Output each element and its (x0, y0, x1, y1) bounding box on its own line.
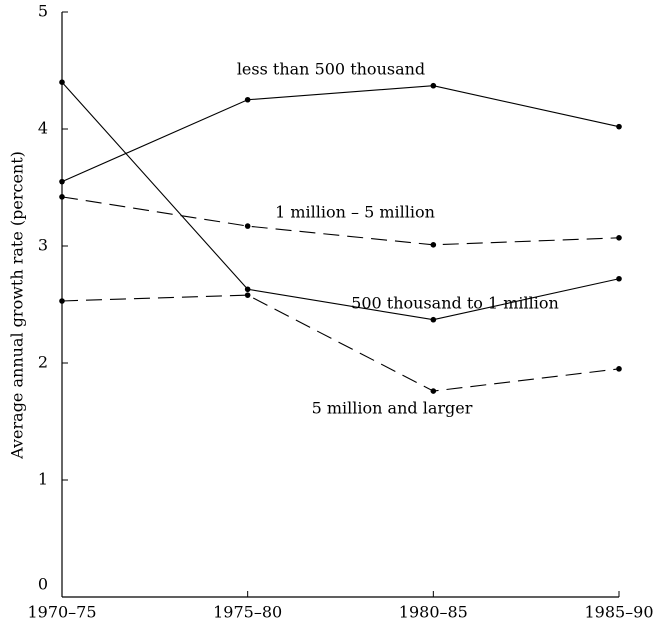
y-tick-label: 4 (38, 119, 48, 138)
x-tick-label: 1970–75 (27, 603, 96, 622)
series-label: 500 thousand to 1 million (351, 294, 559, 313)
data-point (244, 286, 251, 293)
x-tick-label: 1985–90 (584, 603, 653, 622)
y-tick-label: 1 (38, 470, 48, 489)
series-label: 1 million – 5 million (275, 203, 435, 222)
series-line (61, 294, 620, 392)
data-point (430, 242, 437, 248)
series-label: 5 million and larger (312, 399, 473, 418)
data-point (244, 96, 251, 103)
series-line (61, 85, 620, 183)
data-point (430, 82, 437, 89)
data-point (616, 275, 622, 282)
data-point (616, 123, 622, 130)
x-tick-label: 1980–85 (399, 603, 468, 622)
y-tick-label: 5 (38, 2, 48, 21)
data-point (616, 366, 622, 372)
data-point (59, 298, 65, 304)
series-line (61, 196, 620, 246)
y-tick-label: 3 (38, 236, 48, 255)
x-tick-label: 1975–80 (213, 603, 282, 622)
data-point (59, 178, 65, 185)
data-point (616, 235, 622, 241)
y-tick-label: 2 (38, 353, 48, 372)
data-point (244, 223, 251, 229)
series-label: less than 500 thousand (237, 60, 425, 79)
data-point (59, 194, 65, 200)
y-axis-label: Average annual growth rate (percent) (8, 151, 27, 460)
y-tick-label: 0 (38, 575, 48, 594)
data-point (430, 316, 437, 323)
data-point (59, 79, 65, 85)
data-point (244, 292, 251, 298)
series-line (61, 81, 620, 321)
data-point (430, 388, 437, 394)
